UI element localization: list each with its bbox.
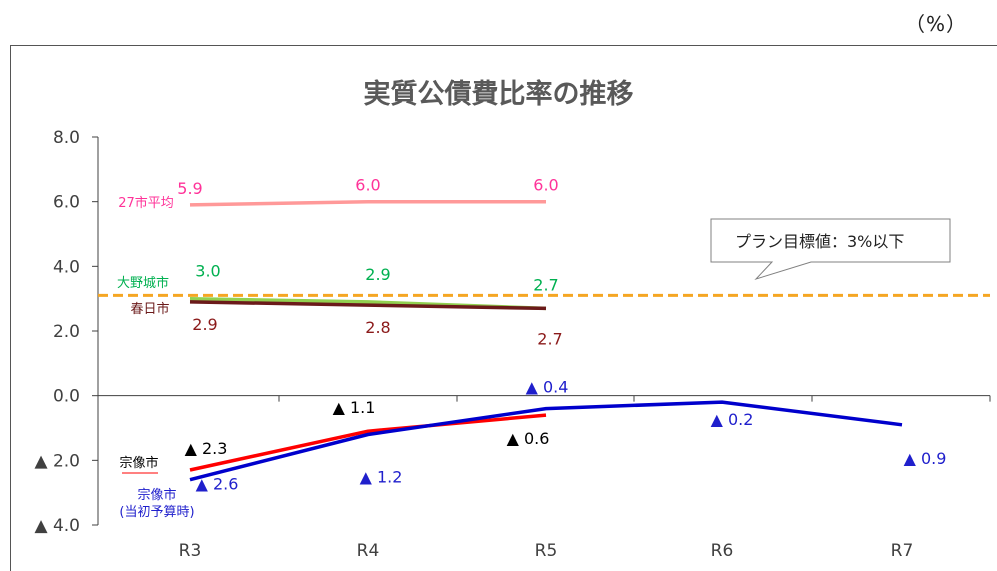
y-tick-label: 0.0 xyxy=(53,387,80,407)
chart-frame xyxy=(10,45,997,571)
series-line-2 xyxy=(189,300,547,311)
data-labels: 5.9 6.0 6.0 3.0 2.9 2.7 2.9 2.8 2.7 ▲ 2.3 ▲ 1.1 ▲ 0… xyxy=(177,176,946,494)
series-line-0 xyxy=(189,199,546,207)
data-label: 5.9 xyxy=(177,179,202,198)
series-name-27: 27市平均 xyxy=(118,195,174,211)
y-tick-label: 8.0 xyxy=(53,128,80,148)
data-label: 2.8 xyxy=(365,318,390,337)
x-tick-label: R5 xyxy=(535,541,558,561)
data-label: 2.9 xyxy=(192,315,217,334)
series-name-munakata: 宗像市 xyxy=(119,455,158,471)
callout-shape xyxy=(710,218,951,281)
data-label: ▲ 2.6 xyxy=(196,475,239,494)
data-label: ▲ 0.2 xyxy=(711,410,754,429)
data-label: 3.0 xyxy=(195,262,220,281)
data-label: ▲ 1.2 xyxy=(360,467,403,486)
x-tick-label: R7 xyxy=(891,541,914,561)
x-tick-label: R4 xyxy=(357,541,380,561)
x-tick-label: R3 xyxy=(179,541,202,561)
series-line-3 xyxy=(189,413,547,472)
y-tick-label: 2.0 xyxy=(53,322,80,342)
unit-label: （%） xyxy=(905,12,968,36)
series-line-4 xyxy=(189,400,903,482)
y-tick-label: 6.0 xyxy=(53,193,80,213)
data-label: ▲ 0.9 xyxy=(904,449,947,468)
data-label: 2.7 xyxy=(537,329,562,348)
y-tick-label: 4.0 xyxy=(53,257,80,277)
series-name-kasuga: 春日市 xyxy=(130,301,169,317)
series-name-onojo: 大野城市 xyxy=(117,275,169,291)
data-label: ▲ 1.1 xyxy=(333,398,376,417)
data-label: 2.7 xyxy=(533,275,558,294)
series-name-line: (当初予算時) xyxy=(119,505,194,520)
series-name-munakata-budget: 宗像市 (当初予算時) xyxy=(119,487,194,520)
data-label: ▲ 2.3 xyxy=(185,439,228,458)
data-label: 6.0 xyxy=(533,176,558,195)
y-tick-label: ▲ 4.0 xyxy=(34,516,80,536)
series-name-line: 宗像市 xyxy=(137,487,176,503)
y-tick-label: ▲ 2.0 xyxy=(34,451,80,471)
data-label: ▲ 0.4 xyxy=(526,378,569,397)
x-tick-label: R6 xyxy=(711,541,734,561)
series-lines xyxy=(189,199,903,482)
target-callout: プラン目標値：3%以下 xyxy=(710,218,951,281)
data-label: 2.9 xyxy=(365,265,390,284)
callout-label: プラン目標値：3%以下 xyxy=(735,232,904,251)
data-label: 6.0 xyxy=(355,176,380,195)
chart-title: 実質公債費比率の推移 xyxy=(363,79,634,110)
data-label: ▲ 0.6 xyxy=(507,429,550,448)
axes: 8.0 6.0 4.0 2.0 0.0 ▲ 2.0 ▲ 4.0 R3 R4 R5 R6 R7 xyxy=(34,128,991,561)
